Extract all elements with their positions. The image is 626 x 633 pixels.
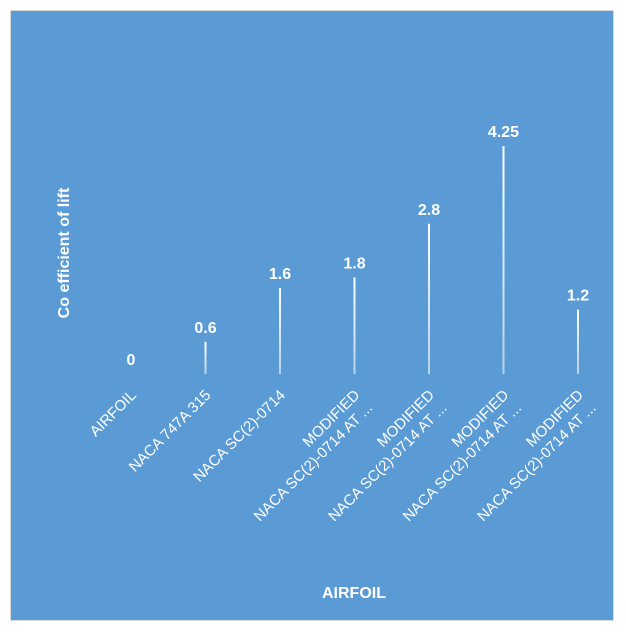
bar-1 bbox=[204, 341, 207, 374]
data-label-0: 0 bbox=[127, 352, 136, 369]
bars-group bbox=[204, 146, 579, 374]
bar-2 bbox=[279, 288, 281, 374]
bar-3 bbox=[353, 277, 356, 374]
data-label-3: 1.8 bbox=[343, 255, 365, 272]
data-label-2: 1.6 bbox=[269, 266, 291, 283]
data-label-1: 0.6 bbox=[194, 320, 216, 337]
bar-5 bbox=[502, 146, 505, 374]
chart-area: 0 0.6 1.6 1.8 2.8 4.25 1.2 AIRFOIL NACA 747A 31… bbox=[10, 10, 614, 621]
data-labels-group: 0 0.6 1.6 1.8 2.8 4.25 1.2 bbox=[127, 124, 590, 369]
x-tick-label-0: AIRFOIL bbox=[87, 387, 140, 440]
data-label-4: 2.8 bbox=[418, 202, 440, 219]
bar-4 bbox=[428, 223, 430, 374]
data-label-5: 4.25 bbox=[488, 124, 519, 141]
x-tick-label-line: AIRFOIL bbox=[87, 387, 140, 440]
x-tick-label-line: NACA SC(2)-0714 AT ... bbox=[251, 400, 376, 525]
y-axis-title: Co efficient of lift bbox=[56, 187, 73, 318]
data-label-6: 1.2 bbox=[567, 288, 589, 305]
bar-6 bbox=[577, 309, 579, 374]
x-axis-title: AIRFOIL bbox=[322, 585, 386, 602]
